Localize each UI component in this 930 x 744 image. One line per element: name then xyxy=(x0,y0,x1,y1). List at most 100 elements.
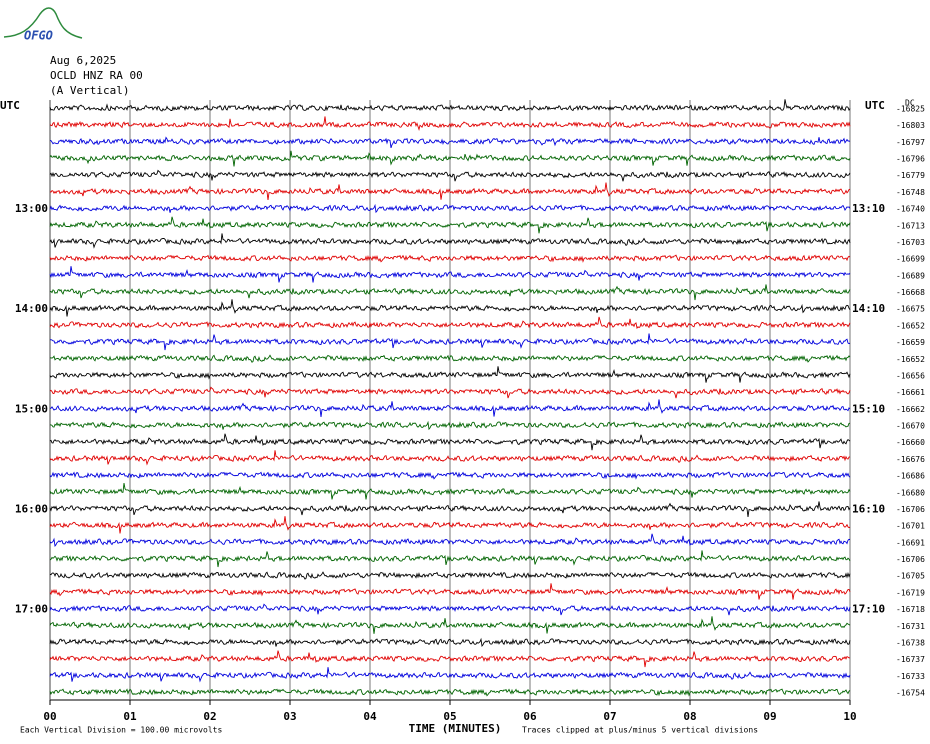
trace xyxy=(49,516,851,534)
dc-value: -16719 xyxy=(896,588,925,597)
scale-note: Each Vertical Division = 100.00 microvol… xyxy=(20,726,222,735)
dc-value: -16733 xyxy=(896,672,925,681)
dc-value: -16754 xyxy=(896,689,925,698)
dc-value: -16656 xyxy=(896,371,925,380)
trace xyxy=(49,216,851,234)
logo: OFGO xyxy=(3,7,83,43)
right-time-label: 16:10 xyxy=(852,502,885,515)
dc-value: -16686 xyxy=(896,472,925,481)
trace xyxy=(49,182,851,201)
dc-value: -16661 xyxy=(896,388,925,397)
dc-value: -16718 xyxy=(896,605,925,614)
trace xyxy=(49,233,851,249)
dc-value: -16668 xyxy=(896,288,925,297)
x-tick-label: 01 xyxy=(123,710,137,723)
x-axis-title: TIME (MINUTES) xyxy=(409,722,502,735)
dc-value: -16740 xyxy=(896,205,925,214)
dc-value: -16797 xyxy=(896,138,925,147)
trace xyxy=(49,550,851,568)
trace xyxy=(49,136,851,149)
left-time-label: 15:00 xyxy=(15,402,48,415)
right-time-label: 14:10 xyxy=(852,302,885,315)
trace xyxy=(49,333,851,351)
x-tick-label: 03 xyxy=(283,710,296,723)
trace xyxy=(49,616,851,634)
trace xyxy=(49,450,851,466)
trace xyxy=(49,420,851,431)
trace xyxy=(49,637,851,648)
dc-value: -16706 xyxy=(896,555,925,564)
dc-value: -16699 xyxy=(896,255,925,264)
right-time-label: 13:10 xyxy=(852,202,885,215)
x-tick-label: 02 xyxy=(203,710,216,723)
trace xyxy=(49,571,851,580)
right-time-label: 17:10 xyxy=(852,603,885,616)
x-tick-label: 07 xyxy=(603,710,616,723)
dc-value: -16691 xyxy=(896,538,925,547)
dc-value: -16652 xyxy=(896,355,925,364)
right-axis-label: UTC xyxy=(865,99,885,112)
dc-value: -16652 xyxy=(896,321,925,330)
trace xyxy=(49,366,851,383)
trace xyxy=(49,501,851,518)
dc-value: -16680 xyxy=(896,488,925,497)
dc-value: -16670 xyxy=(896,422,925,431)
dc-value: -16803 xyxy=(896,121,925,130)
dc-label: DC xyxy=(905,99,915,108)
dc-value: -16796 xyxy=(896,155,925,164)
trace xyxy=(49,483,851,500)
dc-value: -16825 xyxy=(896,105,925,114)
x-tick-label: 10 xyxy=(843,710,856,723)
dc-value: -16701 xyxy=(896,522,925,531)
station: OCLD HNZ RA 00 xyxy=(50,69,143,82)
left-time-label: 13:00 xyxy=(15,202,48,215)
trace xyxy=(49,386,851,399)
x-tick-label: 04 xyxy=(363,710,377,723)
dc-value: -16662 xyxy=(896,405,925,414)
logo-text: OFGO xyxy=(24,29,53,43)
dc-value: -16659 xyxy=(896,338,925,347)
left-axis-label: UTC xyxy=(0,99,20,112)
dc-value: -16731 xyxy=(896,622,925,631)
date: Aug 6,2025 xyxy=(50,54,116,67)
left-time-label: 17:00 xyxy=(15,603,48,616)
trace xyxy=(49,116,851,131)
trace xyxy=(49,254,851,263)
dc-value: -16660 xyxy=(896,438,925,447)
component: (A Vertical) xyxy=(50,84,129,97)
logo-curve xyxy=(3,7,83,39)
trace xyxy=(49,316,851,330)
x-tick-label: 08 xyxy=(683,710,696,723)
trace xyxy=(49,433,851,451)
trace xyxy=(49,688,851,697)
dc-value: -16779 xyxy=(896,171,925,180)
trace xyxy=(49,471,851,480)
dc-value: -16737 xyxy=(896,655,925,664)
x-tick-label: 06 xyxy=(523,710,537,723)
dc-value: -16675 xyxy=(896,305,925,314)
dc-value: -16676 xyxy=(896,455,925,464)
trace xyxy=(49,266,851,283)
dc-value: -16705 xyxy=(896,572,925,581)
trace xyxy=(49,533,851,547)
dc-value: -16748 xyxy=(896,188,925,197)
trace xyxy=(49,203,851,214)
trace xyxy=(49,399,851,417)
dc-value: -16713 xyxy=(896,221,925,230)
trace xyxy=(49,299,851,317)
x-tick-label: 00 xyxy=(43,710,56,723)
trace xyxy=(49,650,851,668)
left-time-label: 14:00 xyxy=(15,302,48,315)
trace xyxy=(49,583,851,600)
dc-value: -16706 xyxy=(896,505,925,514)
trace xyxy=(49,150,851,167)
dc-value: -16703 xyxy=(896,238,925,247)
trace xyxy=(49,284,851,301)
x-tick-label: 05 xyxy=(443,710,456,723)
x-tick-label: 09 xyxy=(763,710,776,723)
trace xyxy=(49,169,851,182)
clip-note: Traces clipped at plus/minus 5 vertical … xyxy=(522,726,758,735)
dc-value: -16689 xyxy=(896,271,925,280)
dc-value: -16738 xyxy=(896,638,925,647)
